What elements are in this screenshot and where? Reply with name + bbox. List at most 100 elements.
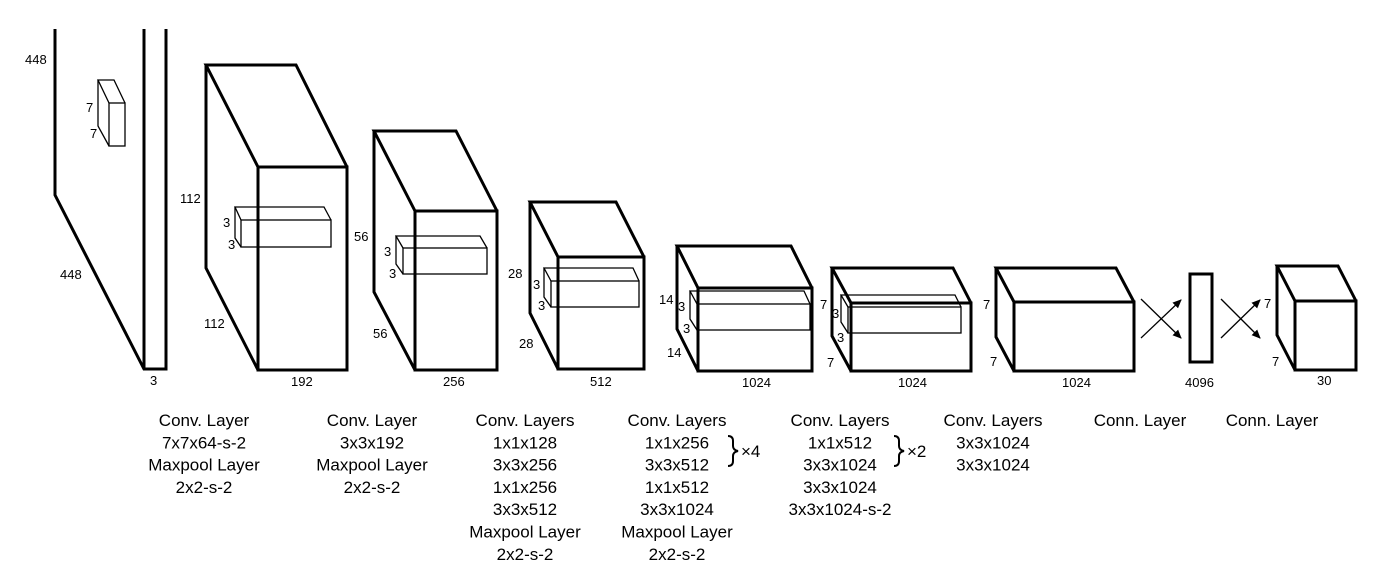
kernel-3x3 xyxy=(233,206,332,248)
caption-line: Conn. Layer xyxy=(1094,411,1187,430)
caption-line: 3x3x1024 xyxy=(956,456,1030,475)
kernel-dim-h: 3 xyxy=(223,215,230,230)
repeat-bracket-x2: ×2 xyxy=(893,435,926,467)
dim-width: 112 xyxy=(204,316,225,331)
caption-layer-7: Conn. Layer xyxy=(1094,411,1187,430)
kernel-dim-h: 3 xyxy=(678,299,685,314)
kernel-dim-h: 7 xyxy=(86,100,93,115)
layer-captions: Conv. Layer 7x7x64-s-2 Maxpool Layer 2x2-s-… xyxy=(148,411,1318,564)
caption-line: Conv. Layer xyxy=(159,411,250,430)
caption-line: 3x3x1024 xyxy=(956,433,1030,452)
dim-width: 14 xyxy=(667,345,681,360)
kernel-3x3 xyxy=(688,290,811,331)
repeat-label: ×4 xyxy=(741,442,760,461)
caption-layer-6: Conv. Layers 3x3x1024 3x3x1024 xyxy=(944,411,1043,475)
dim-channels: 192 xyxy=(291,374,313,389)
caption-layer-3: Conv. Layers 1x1x128 3x3x256 1x1x256 3x3x512… xyxy=(469,411,581,564)
caption-line: Conv. Layers xyxy=(476,411,575,430)
dim-height: 7 xyxy=(983,297,990,312)
kernel-3x3 xyxy=(839,294,962,334)
caption-line: 3x3x512 xyxy=(645,456,709,475)
caption-line: Maxpool Layer xyxy=(316,456,428,475)
kernel-dim-w: 3 xyxy=(389,266,396,281)
dim-height: 28 xyxy=(508,266,522,281)
repeat-bracket-x4: ×4 xyxy=(727,435,760,467)
dim-height: 448 xyxy=(25,52,47,67)
caption-line: Conv. Layers xyxy=(628,411,727,430)
caption-line: Maxpool Layer xyxy=(469,523,581,542)
caption-line: 1x1x128 xyxy=(493,433,557,452)
caption-line: 1x1x256 xyxy=(493,478,557,497)
caption-line: 2x2-s-2 xyxy=(344,478,401,497)
kernel-dim-w: 3 xyxy=(538,298,545,313)
dim-width: 7 xyxy=(1272,354,1279,369)
dim-width: 448 xyxy=(60,267,82,282)
caption-line: 1x1x256 xyxy=(645,433,709,452)
dim-channels: 512 xyxy=(590,374,612,389)
conv-block-3: 56 56 256 3 3 xyxy=(354,129,499,389)
dim-height: 7 xyxy=(820,297,827,312)
caption-line: 2x2-s-2 xyxy=(649,545,706,564)
caption-line: Maxpool Layer xyxy=(148,456,260,475)
kernel-3x3 xyxy=(394,235,488,275)
caption-layer-5: Conv. Layers 1x1x512 3x3x1024 3x3x1024 3x3x1… xyxy=(788,411,891,519)
dim-channels: 1024 xyxy=(1062,375,1091,390)
caption-line: 3x3x192 xyxy=(340,433,404,452)
caption-layer-1: Conv. Layer 7x7x64-s-2 Maxpool Layer 2x2-s-… xyxy=(148,411,260,497)
caption-line: 3x3x1024 xyxy=(803,478,877,497)
conv-block-4: 28 28 512 3 3 xyxy=(508,200,646,389)
caption-line: 2x2-s-2 xyxy=(497,545,554,564)
caption-layer-4: Conv. Layers 1x1x256 3x3x512 1x1x512 3x3x102… xyxy=(621,411,733,564)
caption-line: 2x2-s-2 xyxy=(176,478,233,497)
caption-line: Conv. Layer xyxy=(327,411,418,430)
caption-line: 3x3x1024 xyxy=(640,500,714,519)
dim-width: 7 xyxy=(827,355,834,370)
dim-width: 28 xyxy=(519,336,533,351)
dim-units: 4096 xyxy=(1185,375,1214,390)
caption-line: 1x1x512 xyxy=(645,478,709,497)
input-image-block: 448 448 3 7 7 xyxy=(25,29,168,388)
kernel-3x3 xyxy=(542,267,640,308)
caption-layer-8: Conn. Layer xyxy=(1226,411,1319,430)
repeat-label: ×2 xyxy=(907,442,926,461)
conv-block-2: 112 112 192 3 3 xyxy=(180,63,349,389)
conv-block-5: 14 14 1024 3 3 xyxy=(659,244,814,390)
kernel-dim-h: 3 xyxy=(384,244,391,259)
caption-line: Conn. Layer xyxy=(1226,411,1319,430)
conv-block-7: 7 7 1024 xyxy=(983,266,1136,390)
fully-connected-arrows-1 xyxy=(1140,298,1182,339)
caption-line: 3x3x1024-s-2 xyxy=(788,500,891,519)
dim-width: 56 xyxy=(373,326,387,341)
caption-line: 3x3x512 xyxy=(493,500,557,519)
dim-channels: 1024 xyxy=(742,375,771,390)
dim-channels: 1024 xyxy=(898,375,927,390)
fc-layer-4096: 4096 xyxy=(1185,272,1214,390)
dim-channels: 256 xyxy=(443,374,465,389)
caption-line: 3x3x1024 xyxy=(803,456,877,475)
kernel-dim-h: 3 xyxy=(832,306,839,321)
dim-width: 7 xyxy=(990,354,997,369)
caption-line: Conv. Layers xyxy=(791,411,890,430)
dim-height: 56 xyxy=(354,229,368,244)
dim-height: 14 xyxy=(659,292,673,307)
caption-line: 7x7x64-s-2 xyxy=(162,433,246,452)
conv-block-6: 7 7 1024 3 3 xyxy=(820,266,973,390)
fully-connected-arrows-2 xyxy=(1220,298,1261,339)
kernel-dim-h: 3 xyxy=(533,277,540,292)
kernel-dim-w: 3 xyxy=(837,330,844,345)
dim-height: 112 xyxy=(180,191,201,206)
kernel-dim-w: 3 xyxy=(683,321,690,336)
caption-line: Maxpool Layer xyxy=(621,523,733,542)
dim-channels: 30 xyxy=(1317,373,1331,388)
kernel-7x7 xyxy=(96,79,126,147)
kernel-dim-w: 7 xyxy=(90,126,97,141)
kernel-dim-w: 3 xyxy=(228,237,235,252)
caption-line: 1x1x512 xyxy=(808,433,872,452)
caption-line: 3x3x256 xyxy=(493,456,557,475)
output-block: 7 7 30 xyxy=(1264,264,1358,388)
caption-line: Conv. Layers xyxy=(944,411,1043,430)
dim-channels: 3 xyxy=(150,373,157,388)
caption-layer-2: Conv. Layer 3x3x192 Maxpool Layer 2x2-s-2 xyxy=(316,411,428,497)
